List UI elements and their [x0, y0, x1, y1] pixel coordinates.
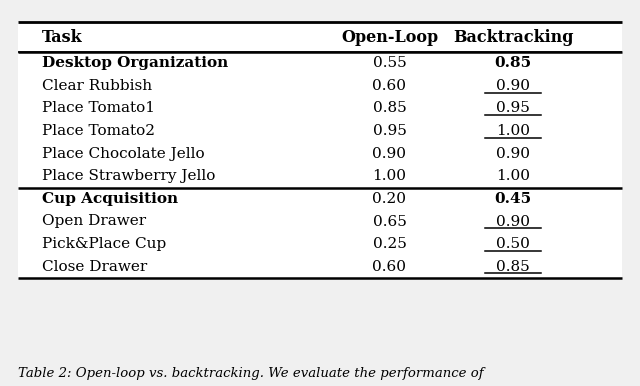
Text: Desktop Organization: Desktop Organization: [42, 56, 228, 70]
Text: 0.90: 0.90: [496, 79, 531, 93]
Text: Place Chocolate Jello: Place Chocolate Jello: [42, 147, 205, 161]
Text: 0.90: 0.90: [372, 147, 406, 161]
Text: 0.60: 0.60: [372, 260, 406, 274]
Text: 0.45: 0.45: [495, 192, 532, 206]
Text: 0.65: 0.65: [372, 215, 406, 229]
Text: Backtracking: Backtracking: [453, 29, 573, 46]
Text: Close Drawer: Close Drawer: [42, 260, 147, 274]
Bar: [18, 22, 622, 278]
Text: 0.85: 0.85: [372, 102, 406, 115]
Text: 0.55: 0.55: [372, 56, 406, 70]
Text: 0.95: 0.95: [497, 102, 530, 115]
Text: Place Tomato2: Place Tomato2: [42, 124, 155, 138]
Text: 0.60: 0.60: [372, 79, 406, 93]
Text: 0.50: 0.50: [497, 237, 530, 251]
Text: 0.95: 0.95: [372, 124, 406, 138]
Text: Pick&Place Cup: Pick&Place Cup: [42, 237, 166, 251]
Text: 0.90: 0.90: [496, 215, 531, 229]
Text: Cup Acquisition: Cup Acquisition: [42, 192, 179, 206]
Text: 1.00: 1.00: [496, 169, 531, 183]
Text: 0.20: 0.20: [372, 192, 406, 206]
Text: 0.90: 0.90: [496, 147, 531, 161]
Text: Task: Task: [42, 29, 83, 46]
Text: Open-Loop: Open-Loop: [341, 29, 438, 46]
Text: 0.85: 0.85: [497, 260, 530, 274]
Text: 1.00: 1.00: [496, 124, 531, 138]
Text: 0.85: 0.85: [495, 56, 532, 70]
Text: Place Strawberry Jello: Place Strawberry Jello: [42, 169, 216, 183]
Text: Place Tomato1: Place Tomato1: [42, 102, 155, 115]
Text: Open Drawer: Open Drawer: [42, 215, 147, 229]
Text: Clear Rubbish: Clear Rubbish: [42, 79, 152, 93]
Text: 1.00: 1.00: [372, 169, 406, 183]
Text: 0.25: 0.25: [372, 237, 406, 251]
Text: Table 2: Open-loop vs. backtracking. We evaluate the performance of: Table 2: Open-loop vs. backtracking. We …: [18, 367, 484, 381]
